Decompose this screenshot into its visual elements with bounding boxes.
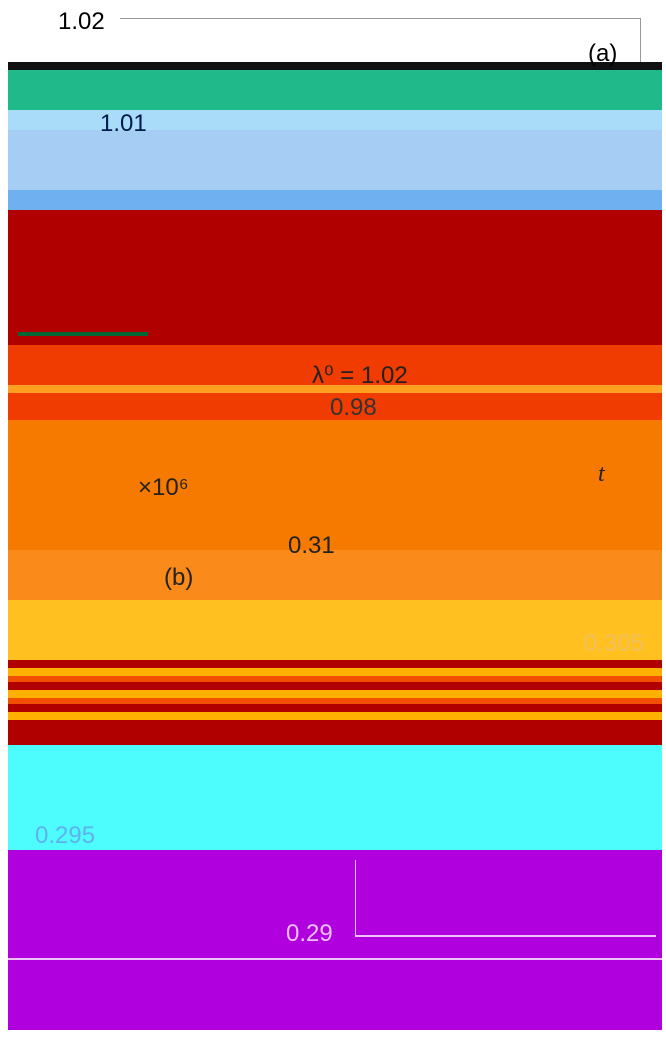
panel-label: (b) (164, 566, 193, 590)
blue-band (8, 130, 662, 190)
cyan-band (8, 745, 662, 850)
axis-frame (120, 18, 641, 63)
dark-red-band-2 (8, 720, 662, 745)
stripe-band (8, 660, 662, 720)
dark-red-band (8, 210, 662, 345)
page: 1.02 (a) 1.01 λ⁰ = 1.02 0.98 ×10⁶ t 0.31… (0, 0, 666, 1038)
mid-blue-band (8, 190, 662, 210)
annotation: 0.98 (330, 396, 377, 420)
purple-line (8, 958, 662, 960)
yellow-band (8, 600, 662, 660)
y-tick-label: 1.02 (58, 10, 105, 34)
purple-frame (355, 860, 656, 937)
y-tick-label: 1.01 (100, 112, 147, 136)
dark-green-stroke (18, 332, 148, 336)
screen: 1.02 (a) 1.01 λ⁰ = 1.02 0.98 ×10⁶ t 0.31… (0, 0, 666, 1038)
x-scale: ×10⁶ (138, 476, 189, 500)
y-tick-label: 0.295 (35, 824, 95, 848)
y-tick-label: 0.31 (288, 534, 335, 558)
dark-line (8, 62, 662, 70)
y-tick-label: 0.305 (584, 632, 644, 656)
orange-band (8, 420, 662, 550)
light-orange-band (8, 550, 662, 600)
x-axis-label: t (598, 462, 605, 486)
panel-label: (a) (588, 42, 617, 66)
annotation: λ⁰ = 1.02 (312, 364, 408, 388)
green-band (8, 70, 662, 110)
y-tick-label: 0.29 (286, 922, 333, 946)
